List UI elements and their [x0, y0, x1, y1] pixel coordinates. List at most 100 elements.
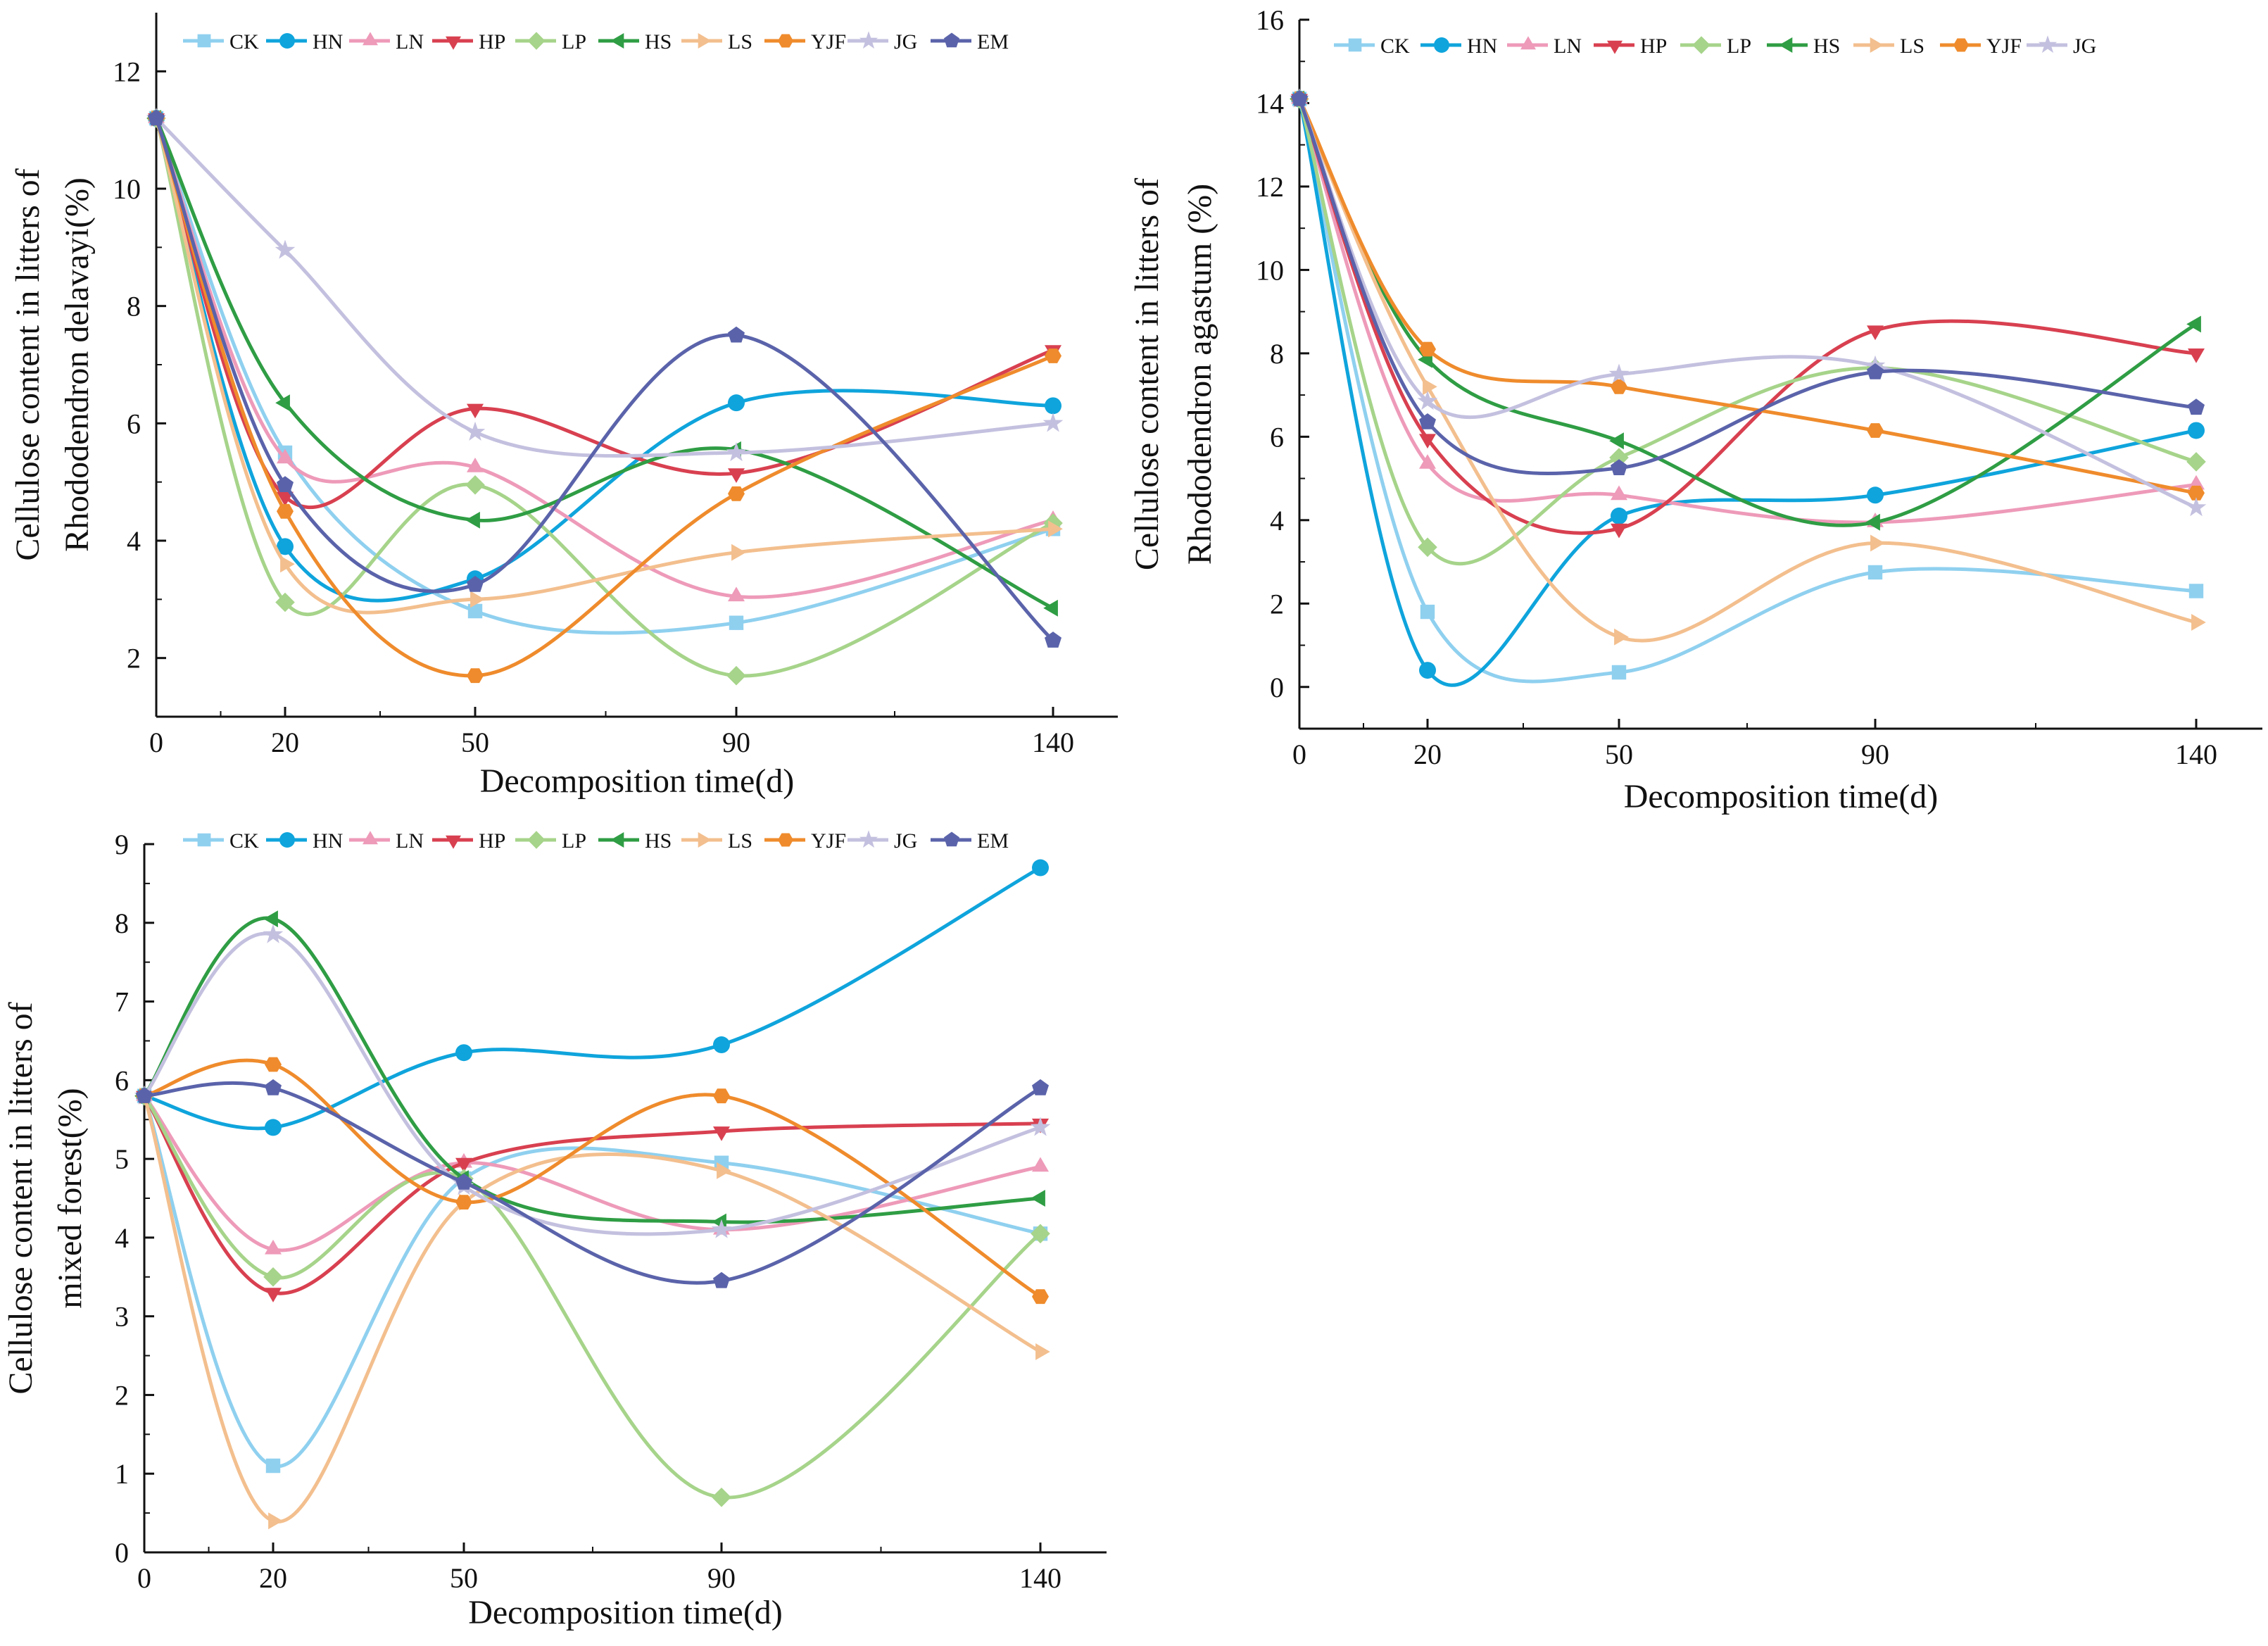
legend-item-CK: CK: [183, 829, 259, 853]
legend-label: HP: [479, 30, 505, 54]
point-JG: [465, 421, 486, 441]
y-axis-title: Cellulose content in litters of: [1128, 178, 1166, 570]
legend-marker: [1870, 37, 1884, 53]
legend-label: JG: [2073, 34, 2096, 58]
series-line-JG: [155, 117, 1054, 458]
point-JG: [726, 442, 747, 462]
series-HN: [1291, 90, 2205, 687]
point-EM: [1032, 1079, 1049, 1095]
legend-marker: [197, 34, 211, 48]
point-HS: [1609, 432, 1624, 450]
legend-label: EM: [977, 30, 1009, 54]
y-axis-title: Cellulose content in litters of: [2, 1002, 39, 1394]
point-LS: [731, 544, 746, 561]
point-CK: [1420, 604, 1435, 620]
legend-item-JG: JG: [2027, 34, 2096, 58]
legend-label: HP: [479, 829, 505, 853]
legend-item-LN: LN: [349, 30, 424, 54]
series-line-YJF: [154, 118, 1054, 678]
series-line-CK: [142, 1095, 1041, 1469]
chart-rhododendron-delavayi: 2 4 6 8 10 12 0 20 50 90 140 Decomposition time(d) C…: [9, 13, 1118, 800]
y-tick-label: 2: [127, 643, 141, 674]
point-EM: [2188, 398, 2205, 415]
point-YJF: [713, 1088, 730, 1104]
series-line-HN: [144, 866, 1042, 1131]
y-axis-title: Rhododendron delavayi(%): [58, 177, 96, 552]
y-tick-label: 9: [115, 829, 129, 860]
legend-marker: [446, 36, 461, 50]
point-CK: [467, 603, 483, 619]
legend-label: JG: [894, 829, 917, 853]
legend-marker: [197, 833, 211, 847]
y-tick-label: 12: [113, 56, 141, 87]
legend-label: YJF: [1986, 34, 2022, 58]
point-LN: [467, 458, 484, 472]
legend-item-YJF: YJF: [764, 829, 846, 853]
point-EM: [1291, 89, 1308, 106]
x-tick-label: 90: [722, 727, 750, 758]
point-LN: [728, 586, 745, 602]
legend-marker: [1607, 40, 1623, 54]
legend-label: HN: [313, 30, 343, 54]
legend-marker: [944, 32, 959, 48]
point-HP: [265, 1288, 282, 1302]
point-HN: [1032, 859, 1049, 877]
legend-marker: [2038, 35, 2058, 54]
point-LP: [465, 475, 485, 495]
legend: CK HN LN HP LP HS LS YJF JG EM: [183, 829, 1009, 853]
series-line-HS: [154, 117, 1054, 610]
point-LS: [1870, 534, 1885, 552]
point-JG: [263, 924, 284, 943]
legend-label: HS: [645, 30, 672, 54]
legend-item-HN: HN: [1420, 34, 1497, 58]
x-axis-title: Decomposition time(d): [468, 1594, 783, 1631]
legend-item-LP: LP: [515, 829, 586, 853]
point-EM: [136, 1087, 153, 1103]
legend-item-HN: HN: [266, 829, 343, 853]
point-LN: [1032, 1157, 1049, 1172]
point-CK: [2188, 584, 2204, 598]
legend-item-LS: LS: [681, 30, 752, 54]
series-line-LS: [1297, 98, 2197, 643]
x-axis-title: Decomposition time(d): [1624, 778, 1939, 815]
point-LP: [1031, 1224, 1050, 1244]
point-YJF: [265, 1057, 282, 1072]
point-LP: [712, 1488, 731, 1507]
legend-item-LP: LP: [1680, 34, 1751, 58]
legend-marker: [279, 832, 295, 848]
x-tick-label: 20: [271, 727, 299, 758]
legend-label: YJF: [811, 829, 846, 853]
series-YJF: [148, 111, 1061, 684]
point-HS: [1865, 513, 1880, 531]
point-LP: [1609, 448, 1629, 467]
point-LS: [470, 591, 485, 608]
y-tick-label: 16: [1256, 4, 1284, 36]
x-tick-label: 0: [1292, 739, 1306, 770]
legend-marker: [859, 31, 878, 49]
legend-marker: [446, 835, 461, 849]
point-JG: [711, 1219, 732, 1238]
legend-item-HP: HP: [432, 30, 505, 54]
x-tick-label: 0: [149, 727, 163, 758]
y-tick-label: 0: [115, 1537, 129, 1569]
series-line-LS: [142, 1095, 1042, 1524]
series-line-HN: [1297, 98, 2197, 687]
point-LS: [1423, 378, 1437, 396]
point-LP: [275, 592, 295, 612]
point-JG: [2186, 497, 2207, 517]
legend-item-LN: LN: [1507, 34, 1582, 58]
point-EM: [1419, 413, 1436, 429]
y-tick-label: 8: [1270, 338, 1284, 370]
series-line-HS: [1297, 98, 2198, 527]
legend-label: LS: [728, 30, 752, 54]
legend-label: LN: [396, 829, 424, 853]
point-YJF: [1419, 341, 1436, 357]
point-JG: [1608, 363, 1630, 383]
legend-marker: [698, 33, 712, 49]
y-tick-label: 4: [115, 1222, 129, 1254]
point-HN: [713, 1036, 730, 1054]
series-line-LN: [143, 1095, 1041, 1252]
series-LN: [136, 1086, 1049, 1255]
point-HN: [277, 538, 294, 555]
legend-marker: [1779, 37, 1793, 53]
